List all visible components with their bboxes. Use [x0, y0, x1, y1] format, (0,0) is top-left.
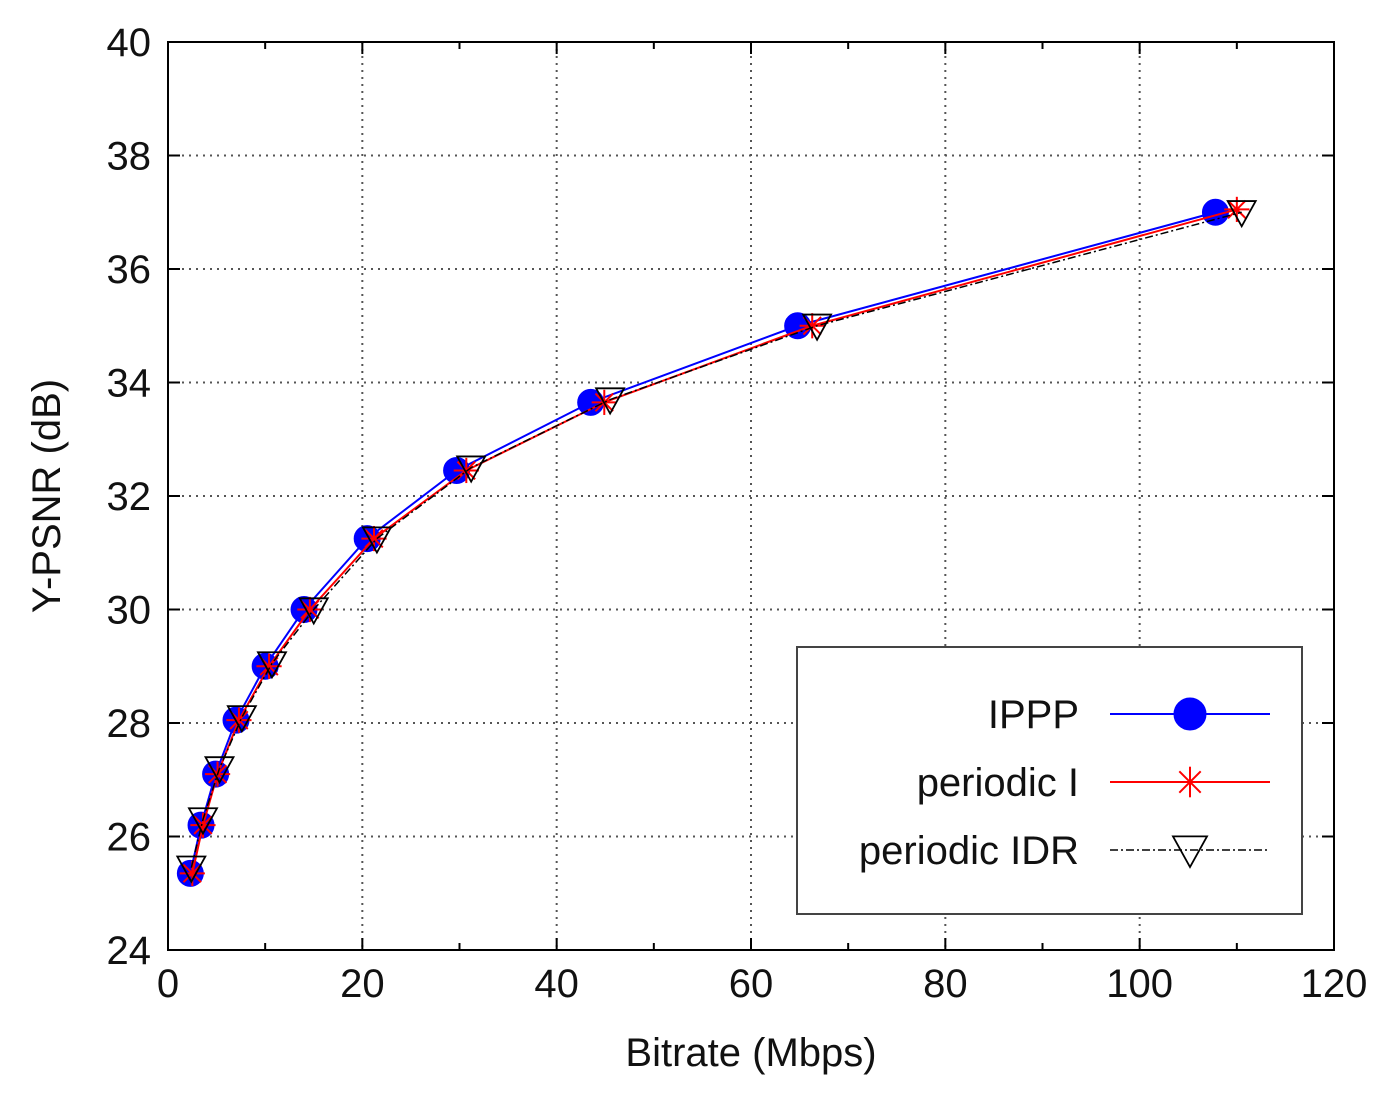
data-point: [455, 455, 487, 484]
series-line: [190, 211, 1242, 868]
legend-box: [796, 646, 1303, 915]
data-point: [256, 651, 288, 680]
data-point: [187, 807, 219, 836]
x-tick-labels: 0 20 40 60 80 100 120: [157, 962, 1368, 1006]
series-periodic-idr: [175, 200, 1258, 884]
data-point: [1226, 200, 1258, 229]
data-point: [1174, 766, 1206, 798]
x-axis-title: Bitrate (Mbps): [625, 1031, 876, 1075]
y-axis-title: Y-PSNR (dB): [25, 379, 69, 613]
data-point: [361, 526, 393, 555]
x-tick-label: 0: [157, 962, 179, 1006]
y-tick-label: 40: [107, 21, 152, 65]
legend-label: IPPP: [988, 693, 1079, 737]
y-tick-label: 38: [107, 135, 152, 179]
legend-label: periodic I: [917, 761, 1079, 805]
y-tick-label: 36: [107, 248, 152, 292]
data-point: [175, 855, 207, 884]
data-point: [298, 597, 330, 626]
x-tick-label: 120: [1301, 962, 1368, 1006]
x-tick-label: 60: [729, 962, 774, 1006]
y-tick-label: 26: [107, 816, 152, 860]
x-tick-label: 100: [1106, 962, 1173, 1006]
y-tick-label: 24: [107, 929, 152, 973]
legend-label: periodic IDR: [859, 829, 1079, 873]
legend: IPPP periodic I periodic IDR: [796, 646, 1303, 915]
data-point: [203, 756, 236, 785]
y-tick-label: 34: [107, 362, 152, 406]
x-tick-label: 80: [923, 962, 968, 1006]
y-tick-label: 30: [107, 589, 152, 633]
y-tick-labels: 24 26 28 30 32 34 36 38 40: [107, 21, 152, 973]
y-tick-label: 28: [107, 702, 152, 746]
y-tick-label: 32: [107, 475, 152, 519]
x-tick-label: 20: [340, 962, 385, 1006]
series-layer: [175, 196, 1258, 887]
x-tick-label: 40: [534, 962, 579, 1006]
data-point: [801, 313, 833, 342]
data-point: [594, 387, 626, 416]
data-point: [1171, 835, 1209, 869]
data-point: [226, 705, 258, 734]
data-point: [1173, 697, 1207, 731]
plot-frame: [167, 41, 1335, 951]
